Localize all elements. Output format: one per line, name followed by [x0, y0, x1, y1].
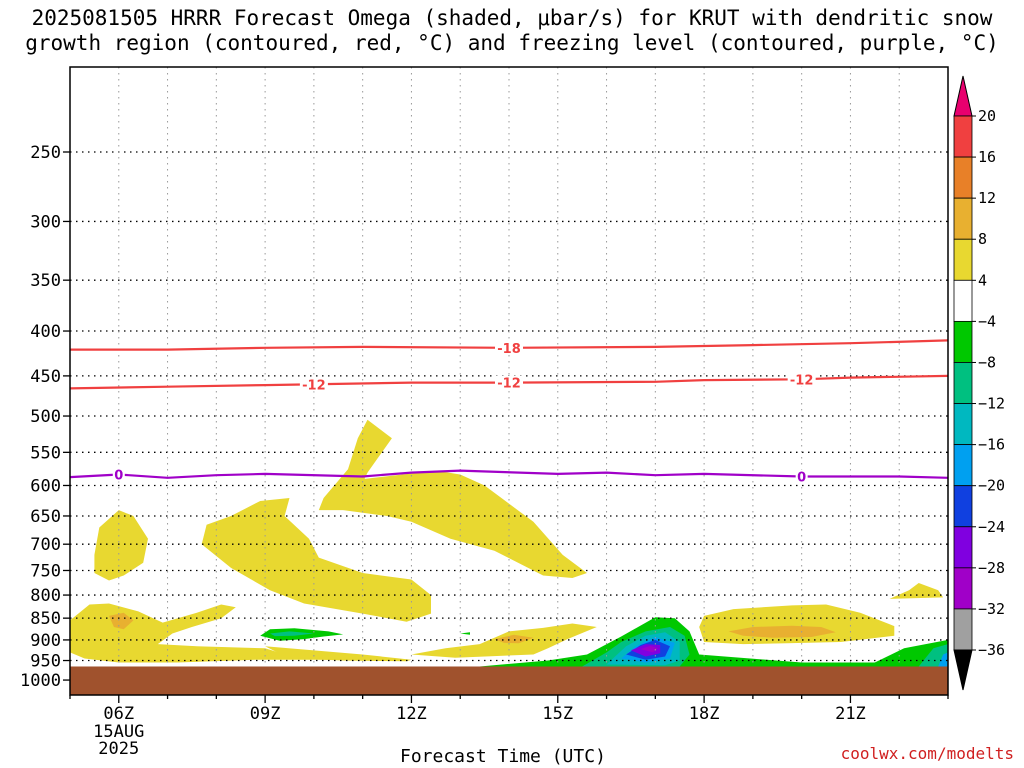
y-tick-label-400: 400 [30, 322, 61, 342]
y-tick-label-300: 300 [30, 212, 61, 232]
y-tick-label-750: 750 [30, 561, 61, 581]
x-tick-label-06Z: 06Z [103, 704, 134, 724]
credit-link[interactable]: coolwx.com/modelts [840, 744, 1014, 763]
omega-region-11 [728, 625, 836, 638]
y-axis: 2503003504004505005506006507007508008509… [20, 143, 70, 691]
omega-region-9 [109, 612, 134, 630]
contour-label-bg [495, 375, 523, 390]
omega-region-14 [479, 617, 948, 667]
colorbar-label-10: −24 [978, 518, 1005, 536]
x-tick-label-12Z: 12Z [396, 704, 427, 724]
omega-region-3 [265, 646, 412, 662]
colorbar-box-10 [953, 526, 973, 569]
contour-label-1-1: -12 [497, 377, 521, 392]
omega-region-1 [94, 510, 148, 581]
x-tick-label-15Z: 15Z [542, 704, 573, 724]
omega-region-23 [640, 645, 658, 653]
y-tick-label-550: 550 [30, 443, 61, 463]
x-tick-label-21Z: 21Z [835, 704, 866, 724]
colorbar-box-8 [953, 444, 973, 487]
omega-region-13 [460, 632, 470, 635]
y-tick-label-1000: 1000 [20, 671, 61, 691]
colorbar-label-8: −16 [978, 436, 1005, 454]
colorbar-label-5: −4 [978, 312, 996, 330]
omega-region-5 [328, 470, 587, 578]
colorbar: 20 16 12 8 4 −4 −8 −12 −16 −20 −24 −28 −32 −36 [953, 75, 1005, 691]
contour-label-bg [112, 467, 125, 482]
colorbar-box-4 [953, 279, 973, 322]
y-tick-label-850: 850 [30, 609, 61, 629]
y-tick-label-650: 650 [30, 507, 61, 527]
colorbar-label-9: −20 [978, 477, 1005, 495]
omega-region-8 [889, 583, 944, 599]
chart-title: 2025081505 HRRR Forecast Omega (shaded, … [0, 6, 1024, 56]
contour-line-2 [69, 469, 949, 479]
contour-label-bg [495, 340, 523, 355]
omega-region-20 [938, 652, 948, 667]
contour-label-1-2: -12 [790, 373, 814, 388]
colorbar-bottom-arrow [953, 649, 973, 691]
y-tick-label-600: 600 [30, 476, 61, 496]
x-axis-label: Forecast Time (UTC) [400, 746, 606, 767]
title-line-2: growth region (contoured, red, °C) and f… [25, 31, 999, 55]
x-tick-label-09Z: 09Z [250, 704, 281, 724]
colorbar-label-3: 8 [978, 230, 987, 248]
omega-shading [70, 419, 948, 667]
contour-lines: -18 -12 -12 -12 0 0 [69, 339, 949, 485]
omega-region-4 [318, 419, 392, 511]
y-tick-label-900: 900 [30, 631, 61, 651]
colorbar-top-arrow [953, 75, 973, 117]
omega-region-2 [201, 498, 431, 622]
colorbar-box-12 [953, 608, 973, 651]
contour-label-0-0: -18 [497, 342, 521, 357]
omega-region-0 [70, 603, 329, 663]
terrain-block [70, 666, 948, 695]
colorbar-label-0: 20 [978, 107, 996, 125]
colorbar-box-1 [953, 156, 973, 199]
colorbar-box-3 [953, 238, 973, 281]
colorbar-box-2 [953, 197, 973, 240]
colorbar-label-12: −32 [978, 600, 1005, 618]
y-tick-label-950: 950 [30, 652, 61, 672]
contour-label-1-0: -12 [302, 378, 326, 393]
contour-label-bg [787, 372, 816, 387]
omega-region-15 [270, 631, 314, 637]
y-tick-label-450: 450 [30, 367, 61, 387]
contour-line-1 [69, 374, 949, 390]
colorbar-label-7: −12 [978, 395, 1005, 413]
colorbar-label-4: 4 [978, 271, 987, 289]
x-date-label-1: 2025 [98, 739, 139, 759]
y-tick-label-500: 500 [30, 407, 61, 427]
title-line-1: 2025081505 HRRR Forecast Omega (shaded, … [31, 6, 993, 30]
y-tick-label-700: 700 [30, 535, 61, 555]
contour-label-2-0: 0 [114, 469, 123, 484]
y-tick-label-250: 250 [30, 143, 61, 163]
omega-region-7 [699, 604, 895, 645]
colorbar-label-13: −36 [978, 641, 1005, 659]
colorbar-label-1: 16 [978, 148, 996, 166]
colorbar-box-5 [953, 320, 973, 363]
contour-label-2-1: 0 [797, 470, 806, 485]
colorbar-label-6: −8 [978, 353, 996, 371]
colorbar-label-11: −28 [978, 559, 1005, 577]
colorbar-box-0 [953, 115, 973, 158]
colorbar-box-9 [953, 485, 973, 528]
colorbar-box-7 [953, 403, 973, 446]
x-tick-label-18Z: 18Z [689, 704, 720, 724]
contour-label-bg [299, 377, 328, 392]
grid-lines [70, 67, 948, 667]
x-date-label-0: 15AUG [93, 722, 144, 742]
y-tick-label-350: 350 [30, 271, 61, 291]
colorbar-box-6 [953, 362, 973, 404]
contour-label-bg [795, 469, 808, 484]
omega-region-10 [494, 634, 534, 644]
colorbar-label-2: 12 [978, 189, 996, 207]
colorbar-box-11 [953, 567, 973, 610]
y-tick-label-800: 800 [30, 586, 61, 606]
